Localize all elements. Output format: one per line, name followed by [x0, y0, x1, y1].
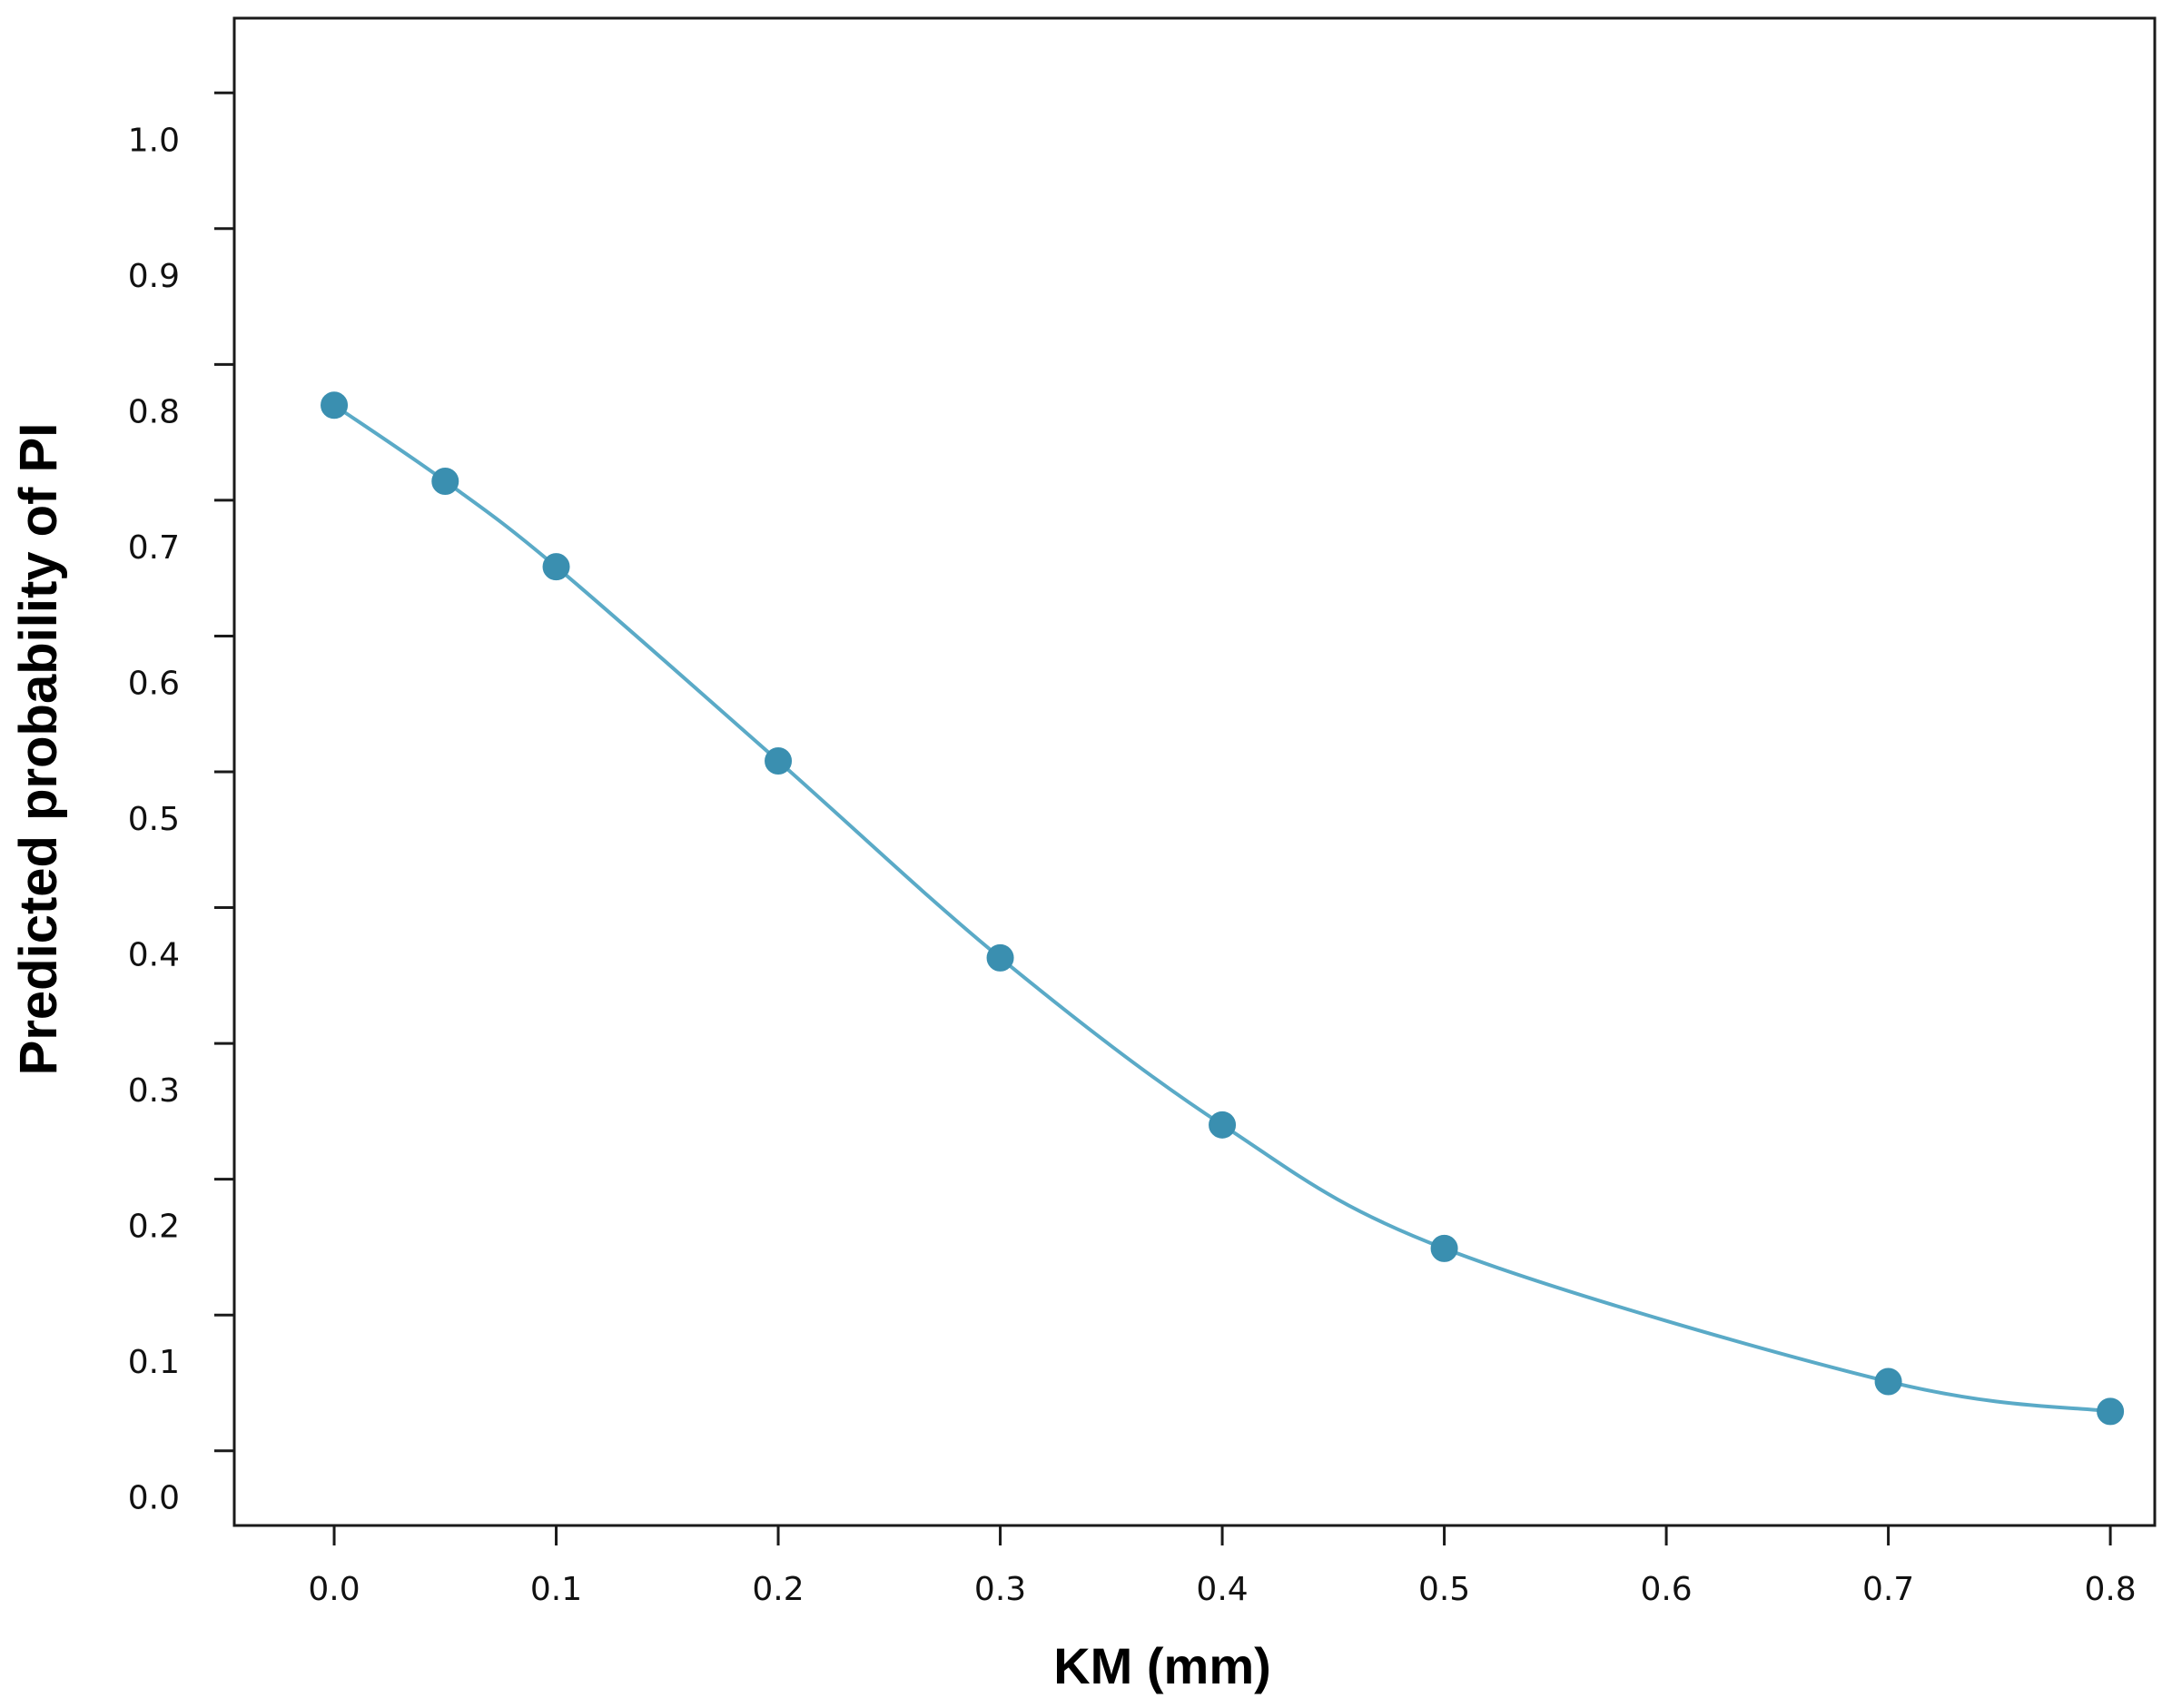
x-tick-label: 0.3 — [974, 1571, 1026, 1608]
y-tick-label: 0.2 — [128, 1209, 180, 1246]
data-point — [765, 747, 793, 775]
y-tick-label: 0.9 — [128, 258, 180, 295]
data-point — [321, 391, 349, 420]
x-tick-label: 0.2 — [752, 1571, 804, 1608]
data-point — [542, 553, 570, 581]
y-tick-label: 0.8 — [128, 393, 180, 430]
y-tick-label: 0.4 — [128, 937, 180, 974]
x-tick-label: 0.8 — [2084, 1571, 2136, 1608]
data-point — [1874, 1367, 1902, 1396]
y-tick-label: 0.1 — [128, 1344, 180, 1381]
series-line — [332, 403, 2111, 1414]
y-axis: 0.0 0.1 0.2 0.3 0.4 0.5 0.6 0.7 0.8 0.9 1.0 — [128, 91, 234, 1517]
y-tick-label: 0.5 — [128, 801, 180, 838]
data-point — [1209, 1111, 1237, 1139]
x-tick-label: 0.6 — [1640, 1571, 1692, 1608]
x-tick-label: 0.0 — [308, 1571, 360, 1608]
y-tick-label: 0.7 — [128, 529, 180, 567]
data-point — [1430, 1234, 1458, 1262]
x-tick-label: 0.1 — [530, 1571, 582, 1608]
y-axis-title: Predicted probability of PI — [9, 423, 68, 1076]
plot-frame — [232, 16, 2157, 1527]
x-axis: 0.0 0.1 0.2 0.3 0.4 0.5 0.6 0.7 0.8 — [308, 1525, 2137, 1608]
y-tick-label: 0.0 — [128, 1480, 180, 1517]
y-tick-label: 0.6 — [128, 665, 180, 702]
y-tick-label: 1.0 — [128, 122, 180, 159]
data-point — [431, 467, 459, 495]
data-point — [2097, 1397, 2125, 1426]
x-tick-label: 0.7 — [1862, 1571, 1914, 1608]
x-tick-label: 0.4 — [1196, 1571, 1248, 1608]
series-layer — [321, 391, 2125, 1426]
data-point — [986, 943, 1014, 972]
x-tick-label: 0.5 — [1418, 1571, 1470, 1608]
y-tick-label: 0.3 — [128, 1072, 180, 1110]
x-axis-title: KM (mm) — [1053, 1637, 1271, 1694]
